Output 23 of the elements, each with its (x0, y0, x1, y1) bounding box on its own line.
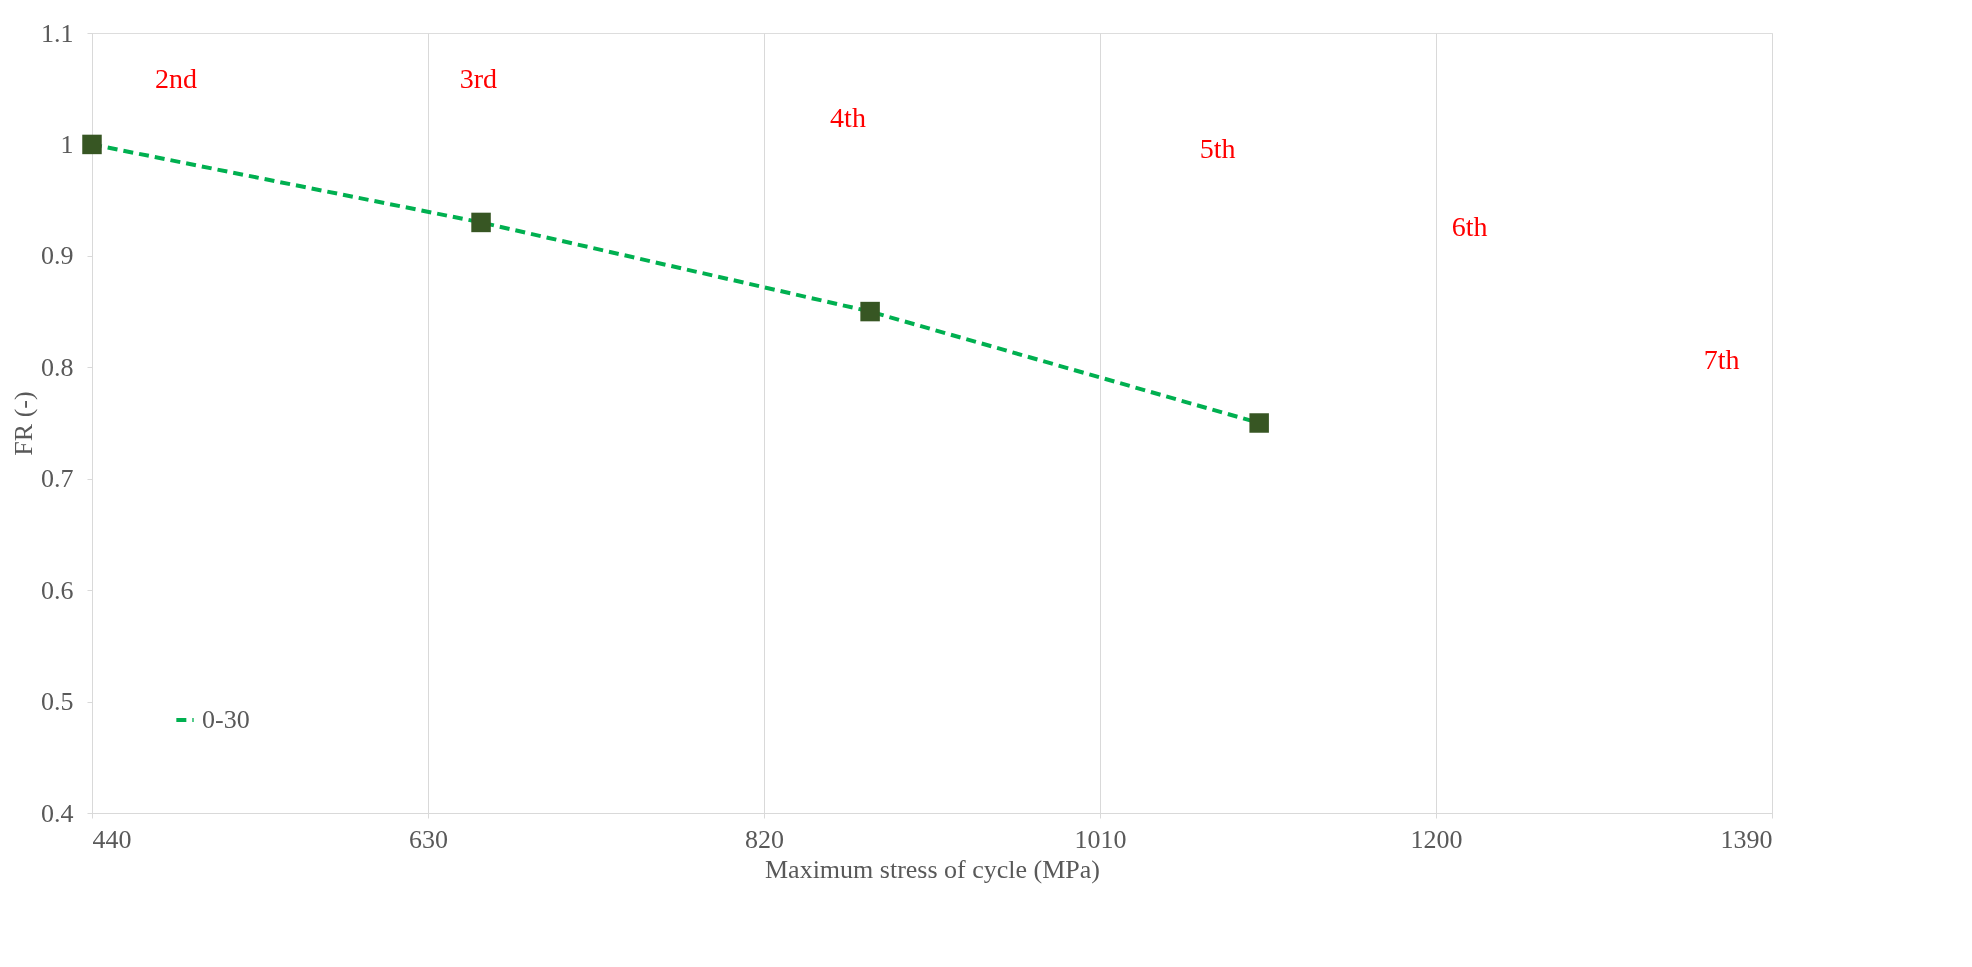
annotation: 4th (830, 101, 866, 133)
x-tick-label: 1200 (1410, 824, 1463, 854)
y-axis-title: FR (-) (9, 391, 38, 456)
annotation: 2nd (155, 62, 197, 94)
x-tick-label: 440 (92, 824, 132, 854)
x-tick-label: 820 (745, 824, 784, 854)
annotation: 6th (1451, 211, 1488, 242)
y-tick-label: 0.4 (41, 798, 74, 828)
x-tick-label: 1390 (1720, 824, 1773, 854)
x-axis-title: Maximum stress of cycle (MPa) (764, 854, 1101, 884)
legend-label: 0-30 (202, 705, 250, 734)
annotation: 5th (1199, 133, 1236, 164)
y-tick-label: 0.5 (41, 687, 74, 717)
annotation: 3rd (459, 62, 498, 94)
y-tick-label: 0.7 (41, 464, 74, 494)
x-tick-label: 1010 (1074, 824, 1127, 854)
x-tick-label: 630 (409, 824, 448, 854)
annotation: 7th (1703, 343, 1740, 375)
y-tick-label: 1.1 (41, 18, 74, 48)
y-tick-label: 0.6 (41, 575, 74, 605)
y-tick-label: 0.9 (41, 241, 74, 271)
y-tick-label: 0.8 (41, 352, 74, 382)
y-tick-label: 1 (60, 129, 74, 159)
